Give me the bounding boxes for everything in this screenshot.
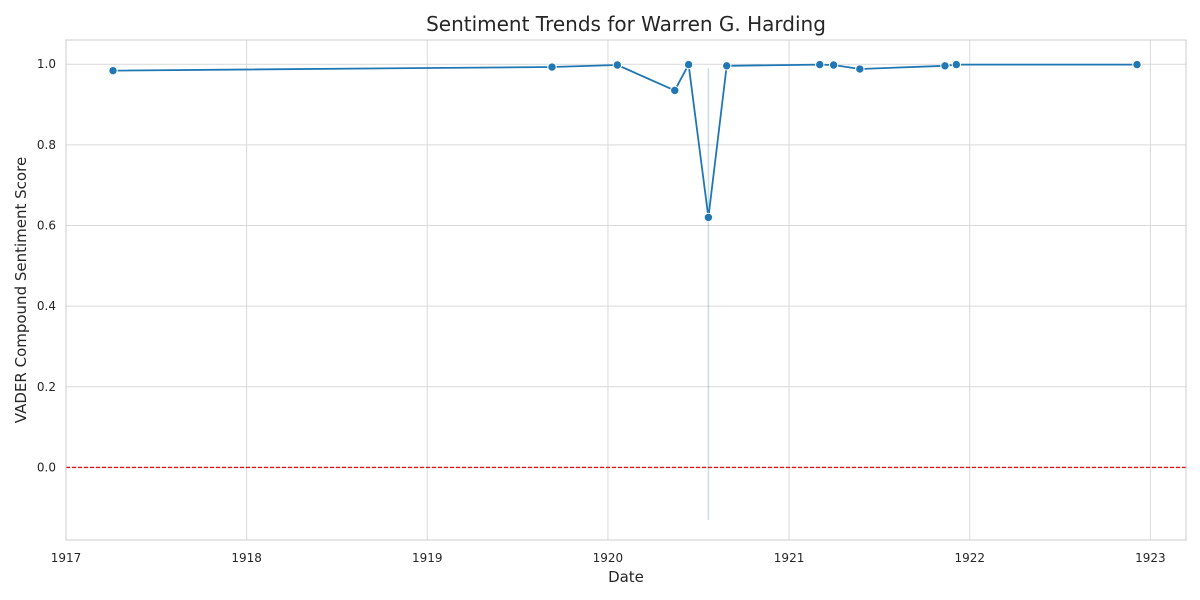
x-tick-label: 1921 (774, 551, 805, 565)
grid (65, 40, 1186, 540)
data-point (1132, 59, 1142, 70)
data-point (828, 60, 839, 70)
x-tick-label: 1919 (412, 551, 443, 565)
data-point (815, 59, 825, 70)
x-tick-label: 1922 (954, 551, 985, 565)
y-axis-label: VADER Compound Sentiment Score (12, 157, 30, 423)
y-tick-label: 0.0 (37, 460, 56, 474)
data-point (108, 65, 118, 76)
data-point (940, 61, 950, 71)
x-tick-label: 1923 (1135, 551, 1166, 565)
y-tick-label: 0.2 (37, 380, 56, 394)
y-tick-labels: 0.0 0.2 0.4 0.6 0.8 1.0 (37, 57, 56, 474)
data-point (612, 60, 623, 70)
series-line (112, 63, 1137, 219)
x-tick-labels: 1917 1918 1919 1920 1921 1922 1923 (51, 551, 1166, 565)
y-tick-label: 0.6 (37, 218, 56, 232)
data-point (683, 59, 694, 70)
y-tick-label: 0.8 (37, 138, 56, 152)
data-point (722, 61, 732, 71)
chart-title: Sentiment Trends for Warren G. Harding (426, 12, 826, 36)
series-layer (108, 59, 1142, 223)
y-tick-label: 1.0 (37, 57, 56, 71)
data-point (547, 62, 557, 72)
x-axis-label: Date (608, 568, 644, 586)
plot-frame (65, 39, 1187, 541)
data-point (951, 59, 962, 70)
x-tick-label: 1918 (231, 551, 262, 565)
x-tick-label: 1920 (593, 551, 624, 565)
data-point (703, 212, 714, 223)
y-tick-label: 0.4 (37, 299, 56, 313)
data-point (855, 64, 865, 74)
x-tick-label: 1917 (51, 551, 82, 565)
data-point (670, 85, 680, 96)
